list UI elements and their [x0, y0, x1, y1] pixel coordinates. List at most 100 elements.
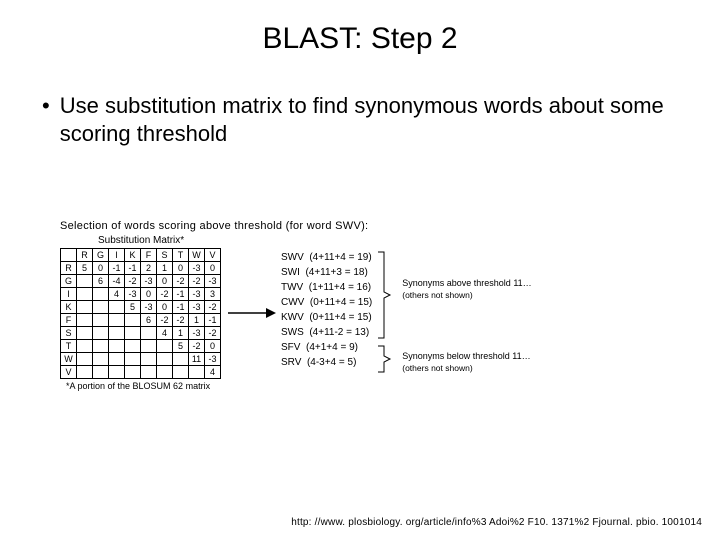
matrix-col-header: V: [205, 249, 221, 262]
matrix-cell: [157, 340, 173, 353]
figure-caption: Selection of words scoring above thresho…: [60, 220, 660, 232]
matrix-corner: [61, 249, 77, 262]
matrix-cell: [109, 340, 125, 353]
brackets: [376, 248, 396, 381]
synonym-row: KWV (0+11+4 = 15): [281, 310, 372, 325]
matrix-cell: [109, 366, 125, 379]
matrix-cell: [109, 353, 125, 366]
matrix-cell: 4: [109, 288, 125, 301]
arrow: [221, 248, 281, 378]
matrix-row-header: F: [61, 314, 77, 327]
matrix-col-header: K: [125, 249, 141, 262]
matrix-col-header: W: [189, 249, 205, 262]
matrix-cell: 3: [205, 288, 221, 301]
matrix-cell: [141, 327, 157, 340]
matrix-cell: [93, 366, 109, 379]
note-below-title: Synonyms below threshold 11…: [402, 351, 531, 363]
matrix-cell: -2: [125, 275, 141, 288]
matrix-cell: [77, 275, 93, 288]
matrix-cell: [93, 340, 109, 353]
note-above-sub: (others not shown): [402, 290, 531, 301]
matrix-cell: -1: [109, 262, 125, 275]
matrix-row-header: V: [61, 366, 77, 379]
matrix-cell: -2: [205, 301, 221, 314]
bullet-item: • Use substitution matrix to find synony…: [42, 92, 678, 147]
matrix-cell: [93, 301, 109, 314]
matrix-cell: 6: [93, 275, 109, 288]
matrix-cell: [77, 340, 93, 353]
synonym-row: CWV (0+11+4 = 15): [281, 295, 372, 310]
matrix-col-header: T: [173, 249, 189, 262]
matrix-cell: -3: [189, 288, 205, 301]
matrix-col-header: S: [157, 249, 173, 262]
matrix-col-header: F: [141, 249, 157, 262]
synonym-row: SWV (4+11+4 = 19): [281, 250, 372, 265]
matrix-row-header: S: [61, 327, 77, 340]
matrix-cell: -2: [189, 275, 205, 288]
matrix-cell: [173, 353, 189, 366]
matrix-cell: [157, 366, 173, 379]
figure-subcaption: Substitution Matrix*: [98, 235, 660, 246]
matrix-cell: [109, 327, 125, 340]
synonym-row: SWI (4+11+3 = 18): [281, 265, 372, 280]
matrix-cell: [125, 327, 141, 340]
matrix-cell: 0: [93, 262, 109, 275]
matrix-cell: 5: [173, 340, 189, 353]
matrix-cell: 0: [173, 262, 189, 275]
matrix-cell: [77, 301, 93, 314]
matrix-cell: -3: [189, 262, 205, 275]
matrix-cell: [141, 340, 157, 353]
matrix-cell: 1: [189, 314, 205, 327]
matrix-cell: -1: [205, 314, 221, 327]
matrix-cell: [189, 366, 205, 379]
matrix-cell: 5: [77, 262, 93, 275]
matrix-row-header: T: [61, 340, 77, 353]
matrix-col-header: R: [77, 249, 93, 262]
matrix-row-header: G: [61, 275, 77, 288]
synonym-row: TWV (1+11+4 = 16): [281, 280, 372, 295]
matrix-cell: -2: [205, 327, 221, 340]
matrix-cell: 5: [125, 301, 141, 314]
matrix-cell: -1: [173, 301, 189, 314]
matrix-cell: 6: [141, 314, 157, 327]
matrix-cell: [77, 288, 93, 301]
matrix-col-header: G: [93, 249, 109, 262]
matrix-cell: -3: [189, 301, 205, 314]
note-below-sub: (others not shown): [402, 363, 531, 374]
matrix-cell: [93, 327, 109, 340]
matrix-cell: 4: [157, 327, 173, 340]
note-above-title: Synonyms above threshold 11…: [402, 278, 531, 290]
substitution-matrix: RGIKFSTWV R50-1-1210-30G6-4-2-30-2-2-3I4…: [60, 248, 221, 379]
matrix-cell: [77, 366, 93, 379]
matrix-cell: -2: [173, 275, 189, 288]
synonym-row: SWS (4+11-2 = 13): [281, 325, 372, 340]
matrix-cell: 0: [205, 262, 221, 275]
matrix-row-header: R: [61, 262, 77, 275]
matrix-cell: [125, 340, 141, 353]
matrix-cell: [157, 353, 173, 366]
matrix-cell: [173, 366, 189, 379]
matrix-cell: -3: [205, 353, 221, 366]
matrix-row-header: K: [61, 301, 77, 314]
note-below: Synonyms below threshold 11… (others not…: [402, 351, 531, 374]
matrix-cell: -2: [173, 314, 189, 327]
matrix-cell: 0: [157, 301, 173, 314]
matrix-cell: 1: [173, 327, 189, 340]
matrix-cell: -1: [125, 262, 141, 275]
matrix-footnote: *A portion of the BLOSUM 62 matrix: [66, 381, 221, 391]
bullet-text: Use substitution matrix to find synonymo…: [60, 92, 678, 147]
matrix-cell: -3: [141, 301, 157, 314]
matrix-cell: 0: [157, 275, 173, 288]
matrix-cell: [93, 314, 109, 327]
slide-title: BLAST: Step 2: [0, 0, 720, 56]
matrix-cell: -3: [205, 275, 221, 288]
matrix-cell: -4: [109, 275, 125, 288]
matrix-cell: 0: [205, 340, 221, 353]
matrix-cell: [77, 314, 93, 327]
matrix-cell: 0: [141, 288, 157, 301]
matrix-cell: 2: [141, 262, 157, 275]
matrix-cell: [93, 288, 109, 301]
matrix-row-header: W: [61, 353, 77, 366]
matrix-wrap: RGIKFSTWV R50-1-1210-30G6-4-2-30-2-2-3I4…: [60, 248, 221, 391]
matrix-cell: -2: [157, 288, 173, 301]
